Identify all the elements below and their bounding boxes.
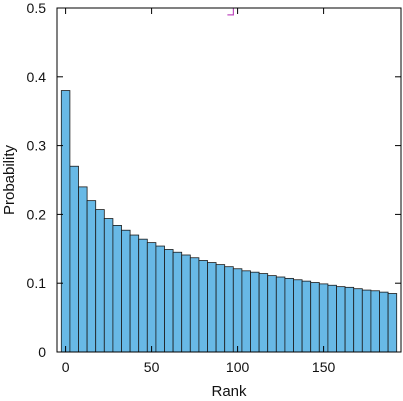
bar — [146, 242, 157, 353]
bar — [379, 291, 389, 353]
y-tick-label: 0.1 — [27, 275, 47, 291]
bar — [215, 264, 226, 353]
bar — [293, 279, 303, 353]
bar — [344, 286, 355, 353]
y-tick-label: 0.5 — [27, 0, 47, 16]
bar — [172, 251, 183, 353]
bar — [103, 218, 114, 353]
bar — [189, 257, 200, 353]
y-tick-label: 0.2 — [27, 206, 47, 222]
bar — [78, 186, 88, 353]
bar — [250, 271, 260, 353]
bar — [258, 273, 269, 353]
bar — [60, 90, 71, 353]
bar — [129, 234, 140, 353]
bar — [275, 276, 286, 353]
bar — [112, 225, 122, 353]
bar — [267, 275, 277, 353]
bar — [336, 286, 346, 353]
bar — [138, 238, 148, 353]
bar — [361, 289, 372, 353]
bar — [301, 280, 312, 353]
x-axis: 0 50 100 150 — [62, 8, 336, 375]
bar — [284, 277, 294, 353]
bar — [370, 290, 380, 353]
bar — [155, 245, 165, 353]
plot-frame — [56, 7, 402, 353]
bar — [207, 262, 217, 353]
bar — [69, 165, 79, 353]
bar — [181, 254, 191, 353]
bar — [95, 209, 105, 353]
bar — [121, 229, 131, 353]
x-tick-label: 150 — [312, 359, 336, 375]
bar — [224, 266, 234, 353]
bar — [164, 249, 174, 353]
bar — [327, 284, 337, 353]
bar — [318, 283, 329, 353]
y-axis-title: Probability — [1, 144, 18, 215]
bar — [232, 268, 243, 353]
bar — [241, 270, 251, 353]
x-tick-label: 50 — [144, 359, 160, 375]
y-tick-label: 0.4 — [27, 69, 47, 85]
series-marker — [227, 7, 234, 16]
bar — [310, 282, 320, 353]
marker-group — [227, 7, 234, 16]
bars-group — [60, 90, 398, 353]
x-tick-label: 100 — [226, 359, 250, 375]
bar — [198, 260, 208, 353]
bar — [353, 288, 363, 353]
y-axis: 0 0.1 0.2 0.3 0.4 0.5 — [27, 0, 401, 360]
bar — [387, 293, 398, 353]
y-tick-label: 0 — [38, 344, 46, 360]
y-tick-label: 0.3 — [27, 138, 47, 154]
x-axis-title: Rank — [211, 383, 247, 400]
x-tick-label: 0 — [62, 359, 70, 375]
bar — [86, 200, 97, 353]
